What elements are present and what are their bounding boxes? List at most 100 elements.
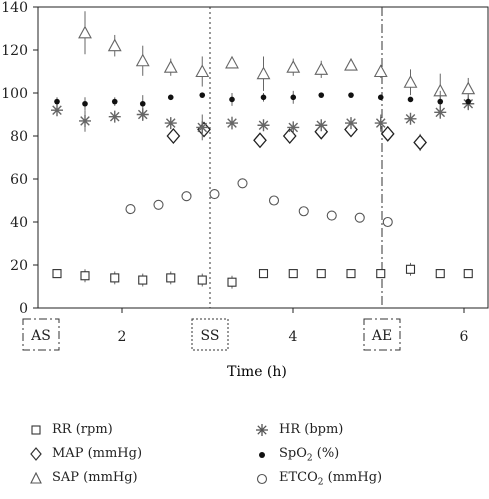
chart-canvas: 0 20 40 60 80 100 120 140 2 4 6 AS SS AE Time (h) — [1, 0, 489, 380]
diamond-point — [380, 125, 395, 142]
x-axis-label: Time (h) — [227, 364, 287, 380]
x-tick-label: 2 — [118, 329, 127, 345]
circle-point — [354, 212, 365, 223]
square-point — [288, 269, 298, 279]
asterisk-point — [51, 104, 63, 117]
asterisk-point — [374, 117, 387, 130]
dot-point — [437, 98, 444, 105]
chart-axes: 0 20 40 60 80 100 120 140 2 4 6 — [1, 0, 489, 345]
diamond-point — [413, 134, 427, 151]
y-tick-label: 80 — [10, 129, 28, 145]
legend-label-etco2: ETCO2 (mmHg) — [279, 470, 383, 488]
circle-marker-icon — [256, 473, 268, 484]
phase-markers: AS SS AE — [22, 7, 401, 351]
triangle-marker-icon — [30, 471, 42, 484]
dot-point — [465, 98, 472, 105]
diamond-point — [166, 128, 181, 144]
dot-point — [260, 94, 267, 101]
dot-point — [318, 92, 325, 98]
triangle-point — [107, 38, 122, 52]
dot-point — [199, 92, 206, 98]
square-point — [197, 275, 207, 285]
square-point — [166, 273, 176, 283]
y-tick-label: 100 — [1, 86, 28, 102]
x-tick-label: 4 — [289, 329, 298, 345]
plot-frame — [37, 6, 489, 309]
asterisk-point — [315, 119, 328, 132]
phase-box-as — [22, 318, 60, 351]
circle-point — [382, 216, 393, 228]
asterisk-point — [136, 108, 149, 121]
legend-item-hr: HR (bpm) — [255, 422, 343, 437]
square-point — [80, 271, 90, 281]
dot-marker-icon — [259, 451, 265, 458]
triangle-point — [286, 60, 301, 73]
dot-point — [82, 100, 88, 107]
triangle-point — [373, 64, 388, 78]
dot-point — [348, 92, 354, 98]
square-point — [463, 269, 473, 279]
square-point — [138, 275, 148, 285]
series-circle — [125, 178, 393, 228]
circle-point — [153, 199, 164, 210]
circle-point — [181, 191, 192, 202]
x-tick-label: 6 — [460, 329, 469, 345]
dot-point — [139, 100, 146, 107]
legend-label-sap: SAP (mmHg) — [52, 470, 138, 485]
dot-point — [290, 94, 297, 101]
series-asterisk — [51, 97, 475, 141]
legend-label-map: MAP (mmHg) — [52, 446, 143, 461]
series-square — [52, 262, 473, 289]
legend-item-rr: RR (rpm) — [30, 422, 113, 437]
data-points — [51, 11, 476, 289]
y-tick-label: 140 — [1, 0, 28, 16]
dot-point — [111, 98, 118, 105]
phase-label-ss: SS — [201, 328, 220, 344]
legend-label-spo2: SpO2 (%) — [279, 446, 340, 464]
diamond-marker-icon — [30, 446, 42, 461]
asterisk-marker-icon — [256, 423, 268, 436]
phase-box-ae — [363, 318, 401, 351]
dot-point — [377, 94, 384, 101]
square-point — [110, 273, 120, 283]
triangle-point — [403, 75, 418, 88]
series-triangle — [78, 11, 476, 109]
triangle-point — [344, 57, 358, 71]
square-point — [435, 269, 445, 279]
circle-point — [298, 206, 309, 217]
circle-point — [326, 210, 337, 221]
y-tick-label: 120 — [1, 43, 28, 59]
dot-point — [54, 98, 60, 105]
triangle-point — [135, 53, 150, 67]
dot-point — [407, 96, 414, 103]
circle-point — [237, 178, 248, 189]
circle-point — [209, 189, 220, 200]
asterisk-point — [196, 121, 209, 134]
square-point — [316, 269, 326, 279]
square-point — [258, 269, 269, 279]
legend-item-spo2: SpO2 (%) — [255, 446, 339, 464]
dot-point — [229, 96, 235, 103]
phase-box-ss — [191, 318, 229, 351]
y-tick-label: 20 — [10, 258, 28, 274]
legend-label-hr: HR (bpm) — [279, 422, 344, 437]
asterisk-point — [108, 110, 121, 123]
legend-item-sap: SAP (mmHg) — [30, 470, 138, 485]
square-point — [52, 269, 62, 279]
asterisk-point — [79, 114, 91, 127]
triangle-point — [78, 25, 92, 39]
asterisk-point — [257, 119, 270, 132]
triangle-point — [256, 66, 271, 80]
square-marker-icon — [31, 424, 41, 435]
square-point — [376, 269, 386, 279]
triangle-point — [461, 81, 476, 95]
series-dot — [54, 90, 472, 113]
legend-item-etco2: ETCO2 (mmHg) — [255, 470, 382, 488]
dot-point — [167, 94, 174, 101]
triangle-point — [225, 55, 239, 69]
asterisk-point — [226, 117, 238, 130]
triangle-point — [163, 60, 178, 73]
y-tick-label: 0 — [19, 301, 28, 317]
triangle-point — [195, 64, 210, 78]
chart-legend: RR (rpm) MAP (mmHg) SAP (mmHg) HR (bpm) … — [0, 412, 489, 499]
